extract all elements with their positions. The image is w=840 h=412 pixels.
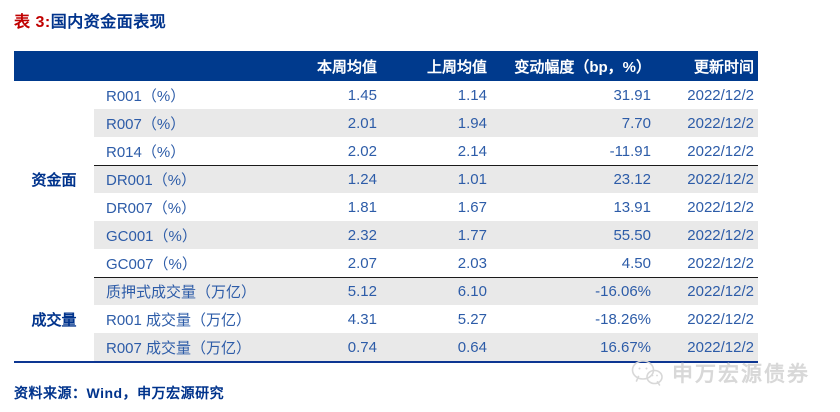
group-label [14, 221, 94, 249]
table-row: R007 成交量（万亿） 0.74 0.64 16.67% 2022/12/2 [14, 333, 758, 361]
table-title-text: 国内资金面表现 [50, 14, 167, 31]
row-body: DR001（%） 1.24 1.01 23.12 2022/12/2 [94, 165, 758, 193]
change-value: -18.26% [595, 310, 651, 328]
table-row: R014（%） 2.02 2.14 -11.91 2022/12/2 [14, 137, 758, 165]
group-label [14, 193, 94, 221]
last-week-value: 1.67 [457, 198, 487, 216]
header-change: 变动幅度（bp，%） [514, 58, 651, 76]
change-value: 23.12 [613, 171, 651, 188]
this-week-value: 2.07 [347, 254, 377, 272]
change-value: 7.70 [621, 114, 651, 132]
table-header-row: 本周均值 上周均值 变动幅度（bp，%） 更新时间 [14, 51, 758, 81]
this-week-value: 1.81 [347, 198, 377, 216]
watermark-label: 申万宏源债券 [672, 363, 810, 386]
last-week-value: 6.10 [457, 283, 487, 300]
table-row: GC007（%） 2.07 2.03 4.50 2022/12/2 [14, 249, 758, 277]
this-week-value: 1.24 [347, 171, 377, 188]
update-date: 2022/12/2 [687, 114, 754, 132]
update-date: 2022/12/2 [687, 310, 754, 328]
last-week-value: 1.94 [457, 114, 487, 132]
this-week-value: 2.02 [347, 142, 377, 160]
update-date: 2022/12/2 [687, 142, 754, 160]
table-title: 表 3:国内资金面表现 [14, 8, 826, 32]
this-week-value: 0.74 [347, 338, 377, 356]
update-date: 2022/12/2 [687, 226, 754, 244]
table-number: 表 3: [14, 14, 51, 31]
row-label: DR001（%） [106, 172, 197, 189]
this-week-value: 2.01 [347, 114, 377, 132]
row-label: 质押式成交量（万亿） [106, 284, 257, 301]
change-value: 4.50 [621, 254, 651, 272]
wechat-icon [630, 358, 664, 388]
table-row: R001（%） 1.45 1.14 31.91 2022/12/2 [14, 81, 758, 109]
update-date: 2022/12/2 [687, 171, 754, 188]
group-label [14, 109, 94, 137]
update-date: 2022/12/2 [687, 338, 754, 356]
last-week-value: 1.77 [457, 226, 487, 244]
change-value: 55.50 [613, 226, 651, 244]
change-value: -11.91 [609, 142, 651, 160]
row-body: DR007（%） 1.81 1.67 13.91 2022/12/2 [94, 193, 758, 221]
row-label: R007（%） [106, 115, 186, 133]
this-week-value: 5.12 [347, 283, 377, 300]
row-body: R001 成交量（万亿） 4.31 5.27 -18.26% 2022/12/2 [94, 305, 758, 333]
header-this-week: 本周均值 [316, 58, 377, 76]
change-value: -16.06% [595, 283, 651, 300]
row-body: GC001（%） 2.32 1.77 55.50 2022/12/2 [94, 221, 758, 249]
this-week-value: 2.32 [347, 226, 377, 244]
last-week-value: 2.14 [457, 142, 487, 160]
row-label: GC007（%） [106, 255, 197, 273]
last-week-value: 5.27 [457, 310, 487, 328]
this-week-value: 4.31 [347, 310, 377, 328]
group-label [14, 137, 94, 165]
table-row: GC001（%） 2.32 1.77 55.50 2022/12/2 [14, 221, 758, 249]
row-body: R001（%） 1.45 1.14 31.91 2022/12/2 [94, 81, 758, 109]
row-label: R001（%） [106, 87, 186, 105]
last-week-value: 0.64 [457, 338, 487, 356]
row-label: DR007（%） [106, 199, 197, 217]
this-week-value: 1.45 [347, 86, 377, 104]
report-table-panel: 表 3:国内资金面表现 本周均值 上周均值 变动幅度（bp，%） 更新时间 R0… [14, 8, 826, 403]
header-updated: 更新时间 [693, 58, 754, 76]
row-label: R014（%） [106, 143, 186, 161]
table-body: R001（%） 1.45 1.14 31.91 2022/12/2 R007（%… [14, 81, 758, 361]
table-row: 质押式成交量（万亿） 5.12 6.10 -16.06% 2022/12/2 [14, 277, 758, 305]
funding-table: 本周均值 上周均值 变动幅度（bp，%） 更新时间 R001（%） 1.45 1… [14, 51, 758, 363]
row-label: R001 成交量（万亿） [106, 311, 252, 329]
last-week-value: 1.01 [457, 171, 487, 188]
row-label: GC001（%） [106, 227, 197, 245]
row-body: R014（%） 2.02 2.14 -11.91 2022/12/2 [94, 137, 758, 165]
brand-watermark: 申万宏源债券 [630, 358, 810, 388]
row-body: GC007（%） 2.07 2.03 4.50 2022/12/2 [94, 249, 758, 277]
change-value: 16.67% [600, 338, 651, 356]
last-week-value: 2.03 [457, 254, 487, 272]
header-last-week: 上周均值 [426, 58, 487, 76]
group-label [14, 249, 94, 277]
group-label [14, 277, 94, 305]
change-value: 13.91 [613, 198, 651, 216]
change-value: 31.91 [613, 86, 651, 104]
table-row: R007（%） 2.01 1.94 7.70 2022/12/2 [14, 109, 758, 137]
group-label [14, 333, 94, 361]
last-week-value: 1.14 [457, 86, 487, 104]
row-body: R007 成交量（万亿） 0.74 0.64 16.67% 2022/12/2 [94, 333, 758, 361]
table-row: DR007（%） 1.81 1.67 13.91 2022/12/2 [14, 193, 758, 221]
update-date: 2022/12/2 [687, 198, 754, 216]
group-label: 成交量 [31, 311, 77, 329]
row-body: R007（%） 2.01 1.94 7.70 2022/12/2 [94, 109, 758, 137]
group-label: 资金面 [31, 171, 77, 189]
row-label: R007 成交量（万亿） [106, 339, 252, 357]
table-row: 资金面 DR001（%） 1.24 1.01 23.12 2022/12/2 [14, 165, 758, 193]
source-note: 资料来源：Wind，申万宏源研究 [14, 385, 225, 401]
row-body: 质押式成交量（万亿） 5.12 6.10 -16.06% 2022/12/2 [94, 277, 758, 305]
update-date: 2022/12/2 [687, 283, 754, 300]
update-date: 2022/12/2 [687, 254, 754, 272]
group-label [14, 81, 94, 109]
table-row: 成交量 R001 成交量（万亿） 4.31 5.27 -18.26% 2022/… [14, 305, 758, 333]
update-date: 2022/12/2 [687, 86, 754, 104]
